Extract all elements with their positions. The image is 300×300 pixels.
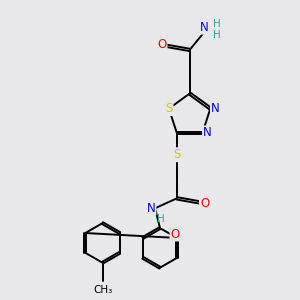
Text: H: H — [157, 214, 165, 224]
Text: N: N — [147, 202, 155, 215]
Text: CH₃: CH₃ — [93, 284, 112, 295]
Text: O: O — [200, 197, 209, 210]
Text: H: H — [214, 19, 221, 29]
Text: N: N — [200, 21, 209, 34]
Text: S: S — [165, 102, 172, 115]
Text: H: H — [214, 30, 221, 40]
Text: O: O — [157, 38, 167, 52]
Text: S: S — [173, 148, 181, 161]
Text: O: O — [170, 227, 180, 241]
Text: N: N — [211, 102, 220, 115]
Text: N: N — [203, 127, 212, 140]
